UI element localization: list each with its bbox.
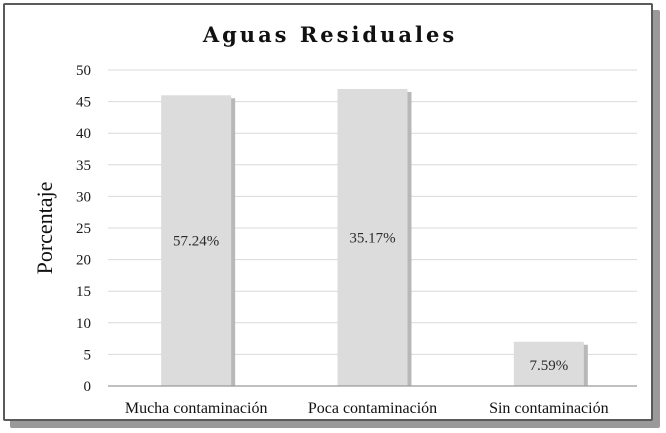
y-tick-label: 5 [84, 347, 92, 363]
bar [161, 95, 232, 386]
bar [337, 88, 408, 387]
y-tick-label: 0 [84, 379, 92, 395]
bars [161, 88, 588, 387]
data-label: 57.24% [173, 234, 219, 250]
data-label: 35.17% [349, 230, 395, 246]
y-axis-title: Porcentaje [32, 182, 57, 275]
y-tick-label: 25 [76, 221, 91, 237]
y-tick-label: 35 [76, 158, 91, 174]
y-tick-label: 50 [76, 63, 91, 79]
data-label: 7.59% [529, 358, 568, 374]
y-tick-label: 40 [76, 126, 91, 142]
bar [513, 341, 584, 386]
x-category-label: Sin contaminación [489, 400, 609, 417]
y-tick-label: 20 [76, 253, 91, 269]
y-axis-ticks: 0 5 10 15 20 25 30 35 40 45 50 [76, 63, 91, 395]
y-tick-label: 45 [76, 95, 91, 111]
y-axis-title-group: Porcentaje [32, 182, 57, 275]
y-tick-label: 30 [76, 189, 91, 205]
y-tick-label: 15 [76, 284, 91, 300]
data-labels: 57.24% 35.17% 7.59% [173, 230, 568, 373]
x-axis-categories: Mucha contaminación Poca contaminación Sin… [125, 400, 609, 417]
chart-title: Aguas Residuales [202, 22, 457, 47]
x-category-label: Poca contaminación [308, 400, 437, 417]
y-tick-label: 10 [76, 316, 91, 332]
x-category-label: Mucha contaminación [125, 400, 268, 417]
